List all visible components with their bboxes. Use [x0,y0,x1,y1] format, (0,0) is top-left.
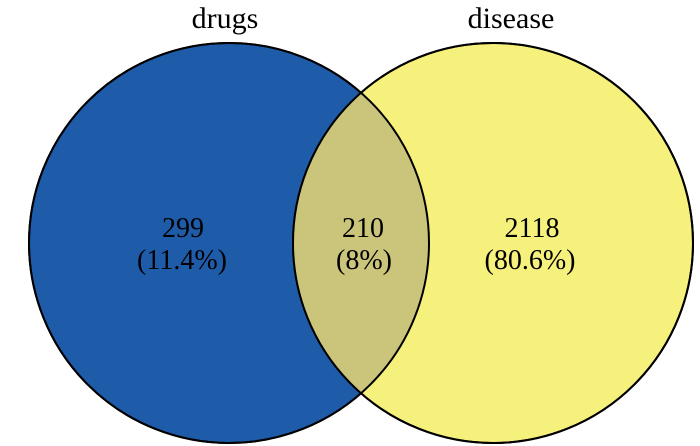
left-set-percent: (11.4%) [137,245,227,276]
left-circle-outline [28,42,430,444]
right-set-count: 2118 [505,213,560,244]
right-circle-outline [292,42,694,444]
right-set-percent: (80.6%) [485,245,576,276]
left-set-count: 299 [162,213,204,244]
right-set-title: disease [468,2,555,35]
overlap-count: 210 [342,213,384,244]
overlap-region [293,43,429,443]
left-set-title: drugs [192,2,259,35]
overlap-percent: (8%) [336,245,392,276]
